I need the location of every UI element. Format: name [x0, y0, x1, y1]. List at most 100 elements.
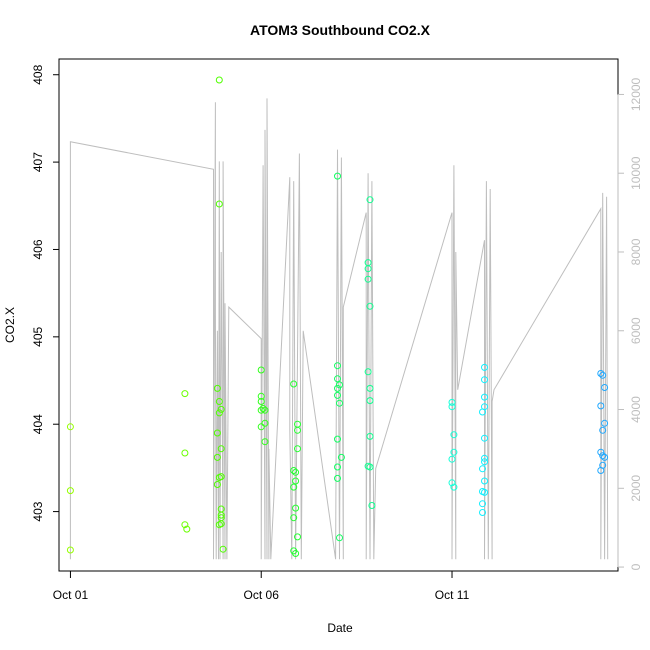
data-point — [479, 500, 486, 508]
y2-tick-label: 2000 — [629, 475, 643, 502]
data-point — [366, 397, 374, 405]
data-point — [217, 445, 225, 453]
y-tick-label: 405 — [31, 327, 45, 347]
data-point — [290, 514, 298, 522]
data-point — [336, 534, 343, 542]
data-point — [259, 405, 267, 412]
data-point — [292, 550, 300, 557]
data-point — [261, 438, 269, 446]
data-point — [599, 426, 607, 434]
y2-tick-label: 10000 — [629, 156, 643, 190]
x-tick-label: Oct 06 — [244, 588, 280, 602]
data-point — [366, 432, 374, 440]
data-point — [334, 391, 341, 399]
data-point — [292, 477, 300, 485]
data-point — [215, 200, 223, 208]
data-point — [601, 453, 609, 461]
data-point — [481, 488, 488, 496]
data-point — [290, 483, 298, 491]
data-point — [217, 405, 225, 413]
points-layer — [66, 76, 609, 557]
secondary-line-layer — [69, 98, 609, 560]
data-point — [364, 265, 372, 273]
data-point — [597, 370, 605, 377]
x-tick-label: Oct 01 — [53, 588, 89, 602]
data-point — [213, 429, 221, 437]
data-point — [599, 371, 607, 379]
data-point — [481, 458, 488, 466]
data-point — [217, 511, 225, 519]
data-point — [448, 455, 456, 463]
data-point — [334, 362, 341, 370]
data-point — [217, 473, 225, 481]
data-point — [294, 426, 301, 434]
data-point — [366, 463, 374, 471]
data-point — [599, 452, 607, 460]
data-point — [334, 384, 341, 392]
x-axis-label: Date — [327, 621, 353, 635]
data-point — [479, 465, 486, 473]
data-point — [215, 76, 223, 84]
data-point — [481, 454, 488, 462]
data-point — [368, 502, 376, 509]
data-point — [366, 302, 374, 310]
data-point — [336, 399, 343, 407]
data-point — [181, 521, 189, 529]
data-point — [334, 435, 341, 443]
data-point — [261, 419, 269, 427]
data-point — [213, 481, 221, 488]
data-point — [481, 403, 488, 411]
data-point — [448, 479, 456, 487]
data-point — [481, 376, 488, 384]
data-point — [257, 366, 265, 374]
data-point — [597, 402, 605, 410]
data-point — [479, 509, 486, 516]
data-point — [601, 384, 609, 391]
data-point — [364, 368, 372, 376]
data-point — [597, 448, 605, 456]
data-point — [450, 448, 458, 456]
chart-title: ATOM3 Southbound CO2.X — [250, 22, 431, 38]
data-point — [257, 392, 265, 400]
axes: 403 404 405 406 407 408 0 2000 4000 6000 8000 10000… — [31, 64, 643, 602]
data-point — [366, 384, 374, 392]
y-tick-label: 408 — [31, 64, 45, 84]
data-point — [213, 384, 221, 392]
data-point — [334, 474, 341, 482]
data-point — [601, 419, 609, 427]
y2-tick-label: 12000 — [629, 77, 643, 111]
data-point — [219, 545, 227, 553]
data-point — [290, 467, 298, 474]
data-point — [481, 434, 488, 442]
data-point — [334, 463, 341, 471]
data-point — [290, 380, 298, 388]
data-point — [292, 468, 300, 476]
data-point — [66, 487, 74, 495]
data-point — [481, 363, 488, 371]
data-point — [183, 525, 191, 533]
y2-tick-label: 8000 — [629, 238, 643, 265]
data-point — [66, 546, 74, 554]
data-point — [213, 453, 221, 461]
data-point — [450, 431, 458, 439]
data-point — [294, 533, 301, 541]
data-point — [261, 406, 269, 414]
y-tick-label: 406 — [31, 239, 45, 259]
data-point — [336, 381, 343, 389]
data-point — [597, 467, 605, 474]
y2-tick-label: 4000 — [629, 396, 643, 423]
data-point — [364, 275, 372, 283]
y-tick-label: 404 — [31, 414, 45, 434]
y2-tick-label: 0 — [629, 563, 643, 570]
data-point — [181, 449, 189, 457]
y-tick-label: 407 — [31, 152, 45, 172]
data-point — [217, 520, 225, 528]
data-point — [334, 172, 341, 180]
data-point — [66, 423, 74, 431]
data-point — [294, 445, 301, 453]
y2-tick-label: 6000 — [629, 317, 643, 344]
data-point — [215, 409, 223, 417]
data-point — [257, 406, 265, 414]
y-tick-label: 403 — [31, 501, 45, 521]
